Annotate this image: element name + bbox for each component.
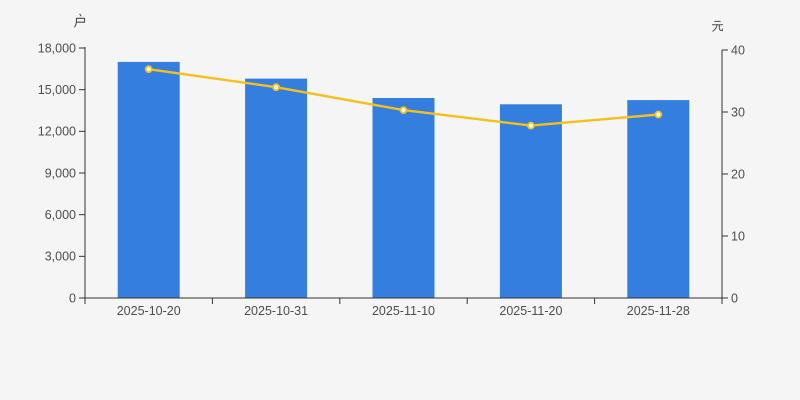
x-axis-category-label: 2025-11-28	[627, 304, 690, 318]
x-axis-category-label: 2025-11-20	[499, 304, 562, 318]
x-axis-category-label: 2025-10-20	[117, 304, 181, 318]
x-axis-category-label: 2025-11-10	[372, 304, 435, 318]
right-axis-tick-label: 40	[731, 43, 745, 57]
left-axis-tick-label: 3,000	[45, 250, 76, 264]
left-axis-tick-label: 18,000	[38, 41, 76, 55]
right-axis-unit-label: 元	[710, 19, 725, 33]
price-marker	[272, 83, 281, 92]
price-marker	[144, 65, 153, 74]
price-marker	[527, 121, 535, 130]
x-axis-category-label: 2025-10-31	[244, 304, 308, 318]
left-axis-tick-label: 15,000	[38, 83, 76, 97]
price-marker	[654, 110, 663, 119]
right-axis-tick-label: 30	[731, 105, 745, 119]
right-axis-tick-label: 0	[731, 291, 738, 305]
hu-character-glyph	[74, 13, 86, 28]
left-axis-unit-label: 户	[73, 13, 88, 29]
right-axis-tick-label: 10	[731, 229, 745, 243]
yuan-character-glyph	[711, 20, 724, 32]
right-axis-tick-label: 20	[731, 167, 745, 181]
left-axis-tick-label: 6,000	[45, 208, 76, 222]
bar	[245, 78, 308, 298]
left-axis-tick-label: 9,000	[45, 166, 76, 180]
left-axis-tick-label: 0	[69, 291, 76, 305]
left-axis-tick-label: 12,000	[38, 125, 76, 139]
bar	[117, 61, 180, 299]
price-marker	[399, 106, 408, 114]
bar	[372, 98, 435, 298]
bar	[627, 100, 690, 298]
bar	[499, 104, 562, 299]
